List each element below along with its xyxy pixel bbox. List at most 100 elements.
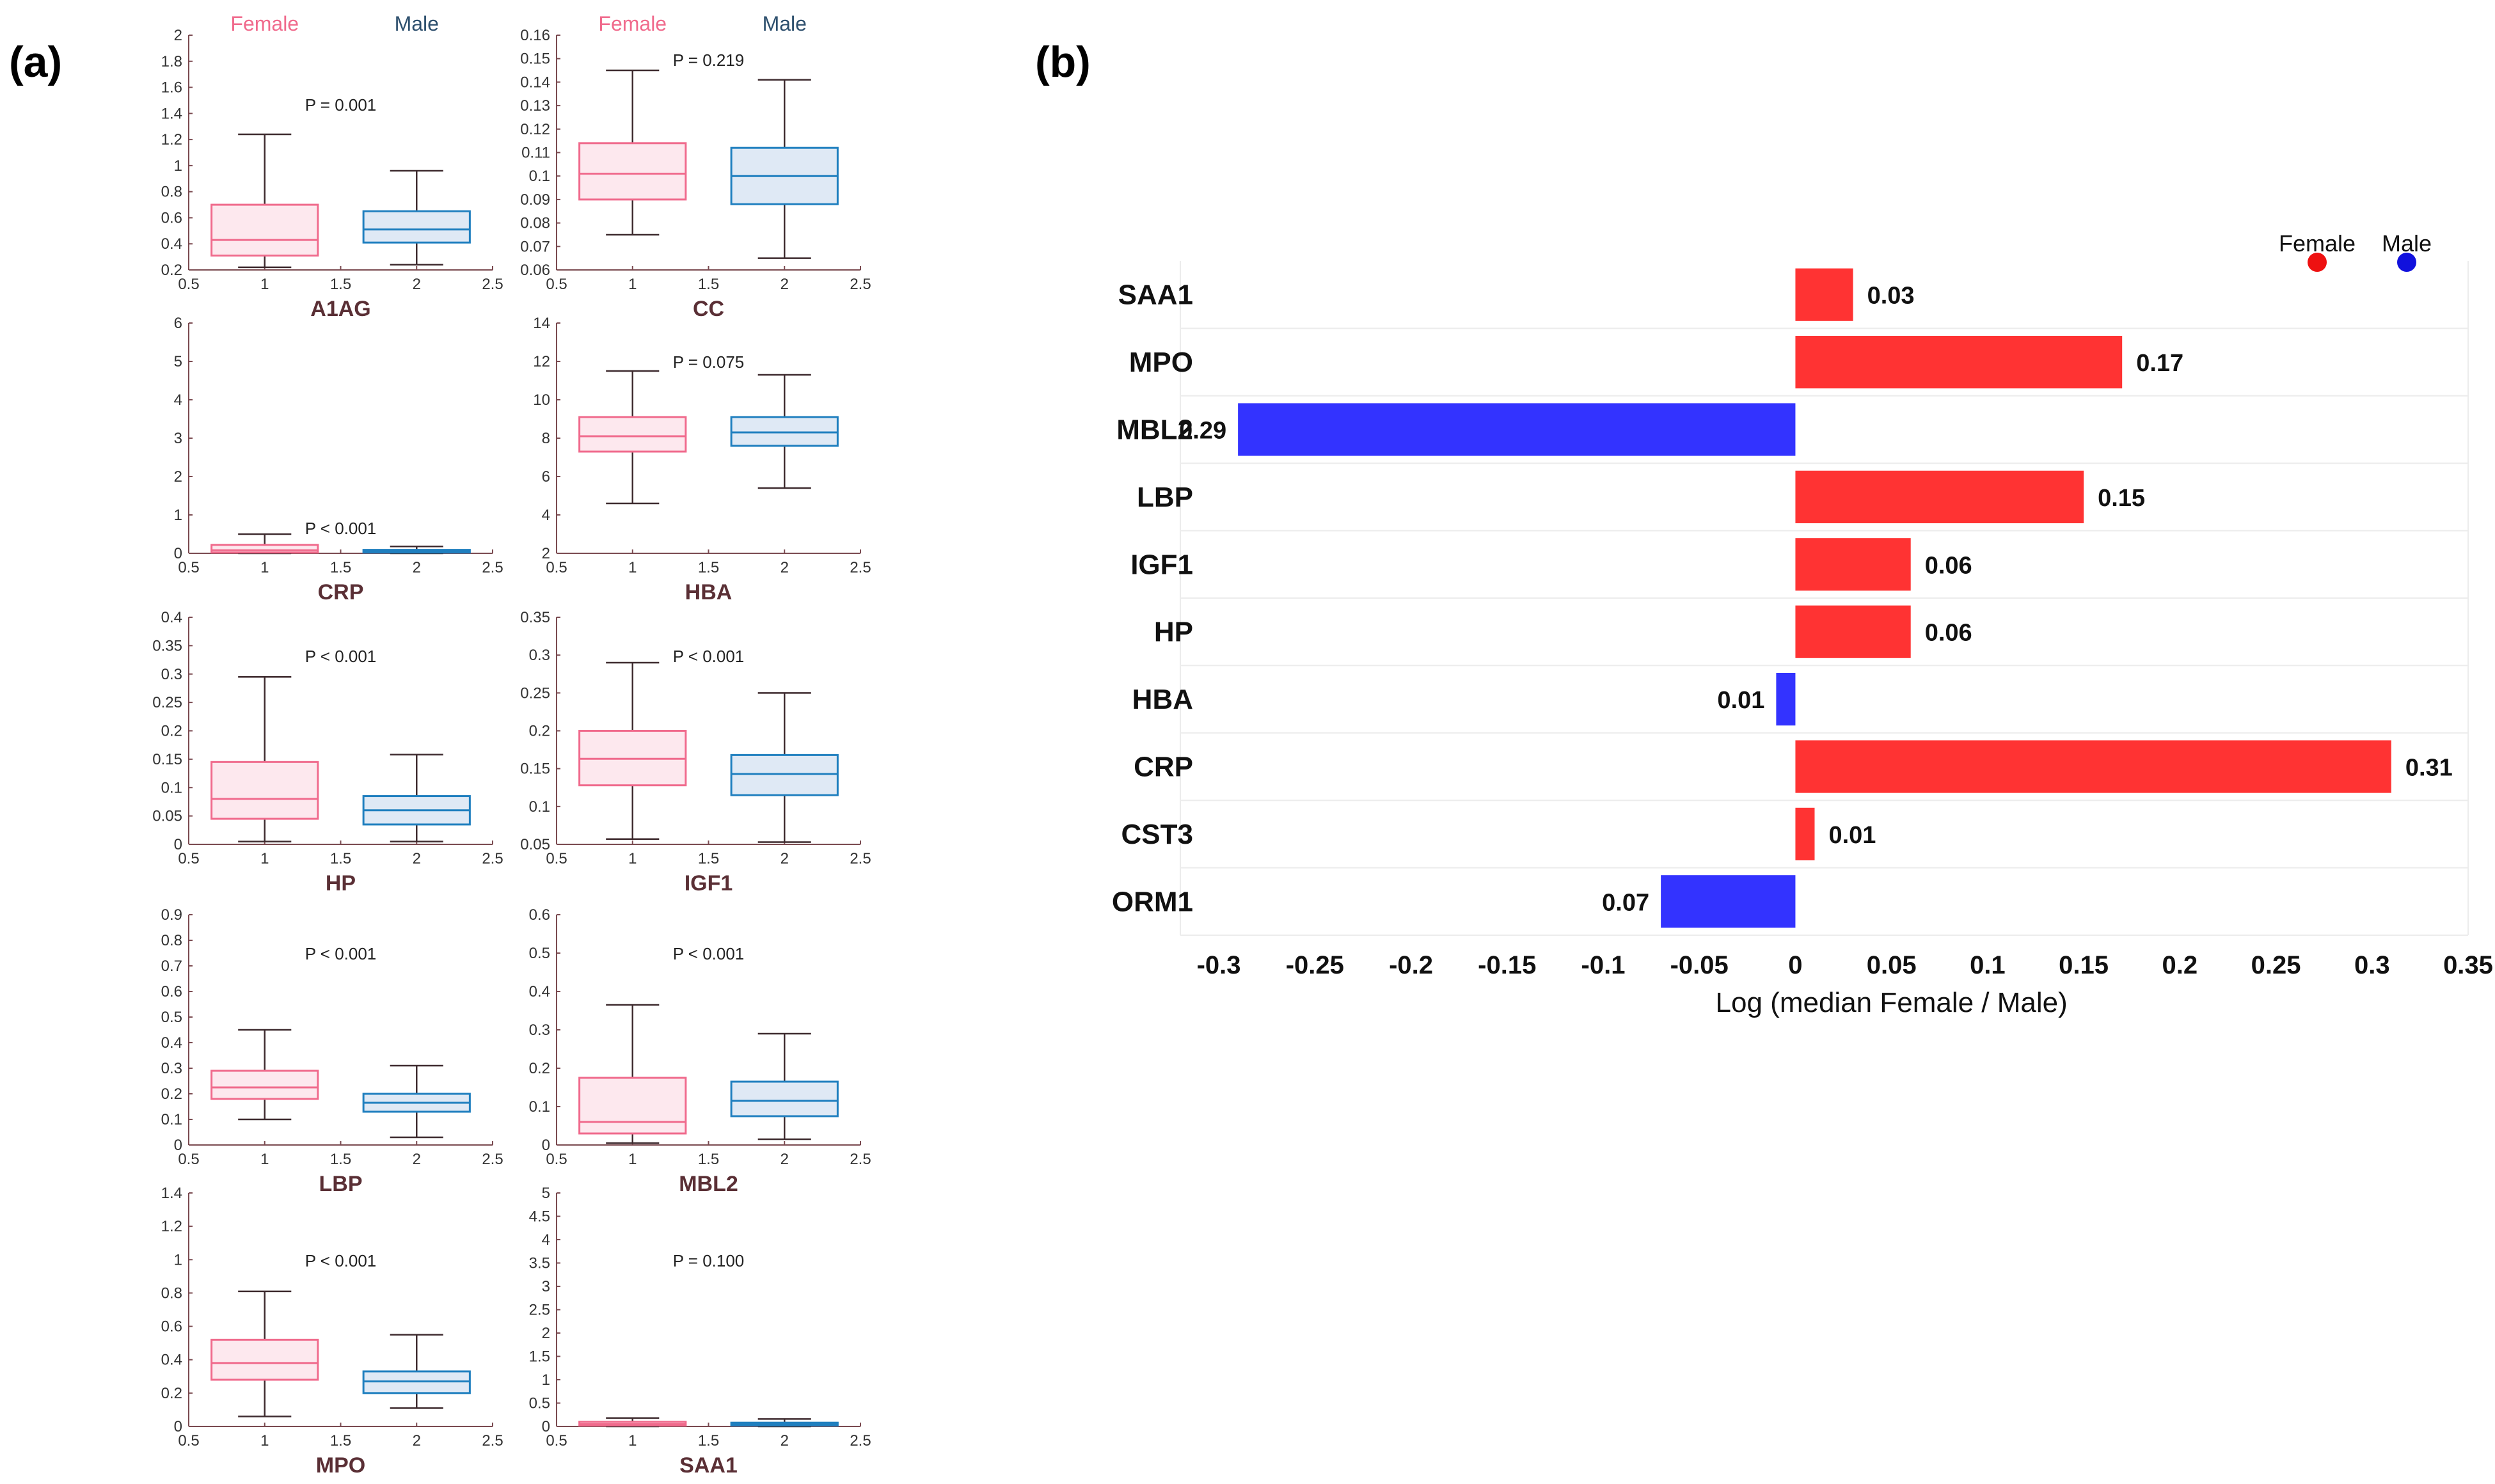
box-male	[362, 754, 471, 842]
y-tick-label: 3.5	[529, 1255, 550, 1272]
bar-value-label: 0.01	[1717, 687, 1764, 714]
x-tick-label: 0.1	[1970, 951, 2006, 979]
y-tick-label: 0	[174, 545, 182, 562]
y-tick-label: 0.5	[529, 1395, 550, 1412]
y-tick-label: 1	[174, 507, 182, 524]
x-tick-label: 0.05	[1867, 951, 1917, 979]
boxplot-igf1: 0.05 0.1 0.15 0.2 0.25 0.3 0.35 0.5 1 1.5 2 2.5 IGF1…	[520, 609, 871, 896]
x-tick-label: 1.5	[330, 1151, 351, 1168]
y-tick-label: 2	[174, 27, 182, 44]
y-tick-label: 4	[542, 507, 550, 524]
p-value: P < 0.001	[673, 647, 745, 666]
boxplot-a1ag: 0.2 0.4 0.6 0.8 1 1.2 1.4 1.6 1.8 2 0.5 1 1.5 2 2.5 A1A…	[161, 12, 503, 321]
gene-label: LBP	[319, 1172, 363, 1196]
x-tick-label: 0.3	[2354, 951, 2390, 979]
box-female	[578, 661, 687, 840]
y-tick-label: 0.35	[520, 609, 550, 626]
x-axis-ticks: -0.3 -0.25 -0.2 -0.15 -0.1 -0.05 0 0.05 0.1 0.15 0…	[1197, 951, 2493, 979]
x-tick-label: -0.2	[1389, 951, 1433, 979]
legend-male-dot	[2397, 253, 2416, 272]
x-tick-label: 0.5	[546, 1151, 567, 1168]
bar-igf1: IGF1 0.06	[1130, 538, 1972, 591]
box-male	[362, 1064, 471, 1139]
x-tick-label: 2	[780, 276, 789, 293]
gene-label: A1AG	[310, 297, 370, 321]
boxplot-hba: 2 4 6 8 10 12 14 0.5 1 1.5 2 2.5 HBA P = 0.075	[533, 315, 871, 604]
x-tick-label: 2.5	[850, 559, 871, 576]
bar-value-label: 0.17	[2136, 350, 2183, 377]
box-female	[210, 1029, 319, 1121]
box-male	[730, 1418, 839, 1428]
category-label-cst3: CST3	[1121, 819, 1193, 850]
bar-hba: HBA 0.01	[1132, 672, 1796, 726]
box-female	[210, 133, 319, 269]
gridlines	[1180, 261, 2469, 936]
y-tick-label: 0	[174, 1418, 182, 1435]
bar-crp: CRP 0.31	[1134, 740, 2453, 793]
y-tick-label: 0.12	[520, 121, 550, 138]
x-tick-label: 1	[628, 559, 637, 576]
iqr-box	[210, 544, 319, 554]
box-male	[730, 374, 839, 489]
legend-female-label: Female	[2279, 230, 2356, 257]
y-tick-label: 0.25	[520, 684, 550, 702]
gene-label: SAA1	[679, 1453, 738, 1478]
category-label-crp: CRP	[1134, 752, 1193, 783]
bar-crp-rect	[1795, 740, 2391, 793]
iqr-box	[578, 416, 687, 453]
y-tick-label: 0.6	[529, 906, 550, 924]
box-male	[730, 79, 839, 259]
bar-hp-rect	[1795, 605, 1911, 658]
x-tick-label: 2	[780, 850, 789, 867]
y-tick-label: 0.13	[520, 97, 550, 114]
x-tick-label: 2.5	[850, 1432, 871, 1449]
x-tick-label: 1	[260, 850, 269, 867]
bar-value-label: 0.01	[1828, 822, 1876, 849]
y-tick-label: 0.25	[152, 694, 182, 711]
iqr-box	[578, 1077, 687, 1135]
iqr-box	[210, 1070, 319, 1100]
x-tick-label: -0.05	[1670, 951, 1729, 979]
x-tick-label: 1.5	[698, 850, 719, 867]
x-tick-label: 2	[780, 559, 789, 576]
x-tick-label: 0.15	[2059, 951, 2109, 979]
x-tick-label: 0.5	[178, 1432, 199, 1449]
legend-male: Male	[395, 12, 439, 35]
bar-value-label: 0.06	[1925, 620, 1972, 647]
x-tick-label: 1	[628, 276, 637, 293]
gene-label: MPO	[316, 1453, 365, 1478]
p-value: P < 0.001	[305, 944, 377, 963]
box-female	[578, 370, 687, 505]
iqr-box	[730, 1080, 839, 1117]
bar-orm1-rect	[1661, 875, 1796, 928]
y-tick-label: 0.4	[161, 609, 182, 626]
category-label-mbl2: MBL2	[1116, 414, 1193, 446]
y-tick-label: 5	[542, 1185, 550, 1202]
gene-label: CC	[693, 297, 724, 321]
iqr-box	[210, 761, 319, 820]
bar-value-label: 0.03	[1867, 283, 1915, 310]
bar-saa1: SAA1 0.03	[1118, 268, 1915, 321]
x-tick-label: -0.1	[1581, 951, 1626, 979]
legend-female: Female	[598, 12, 667, 35]
bar-value-label: 0.31	[2405, 755, 2453, 782]
y-tick-label: 0.1	[529, 798, 550, 816]
iqr-box	[210, 1338, 319, 1381]
y-tick-label: 1.4	[161, 1185, 182, 1202]
y-tick-label: 5	[174, 353, 182, 370]
box-male	[362, 545, 471, 555]
x-tick-label: 2.5	[850, 850, 871, 867]
boxplot-mpo: 0 0.2 0.4 0.6 0.8 1 1.2 1.4 0.5 1 1.5 2 2.5 MPO P < 0.…	[161, 1185, 503, 1478]
y-tick-label: 12	[533, 353, 550, 370]
y-tick-label: 0	[542, 1418, 550, 1435]
y-tick-label: 0.35	[152, 637, 182, 654]
boxplot-lbp: 0 0.1 0.2 0.3 0.4 0.5 0.6 0.7 0.8 0.9 0.5 1 1.5 2 2.5 L…	[161, 906, 503, 1196]
bar-cst3: CST3 0.01	[1121, 807, 1876, 861]
y-tick-label: 0.6	[161, 983, 182, 1000]
y-tick-label: 2	[542, 1325, 550, 1342]
